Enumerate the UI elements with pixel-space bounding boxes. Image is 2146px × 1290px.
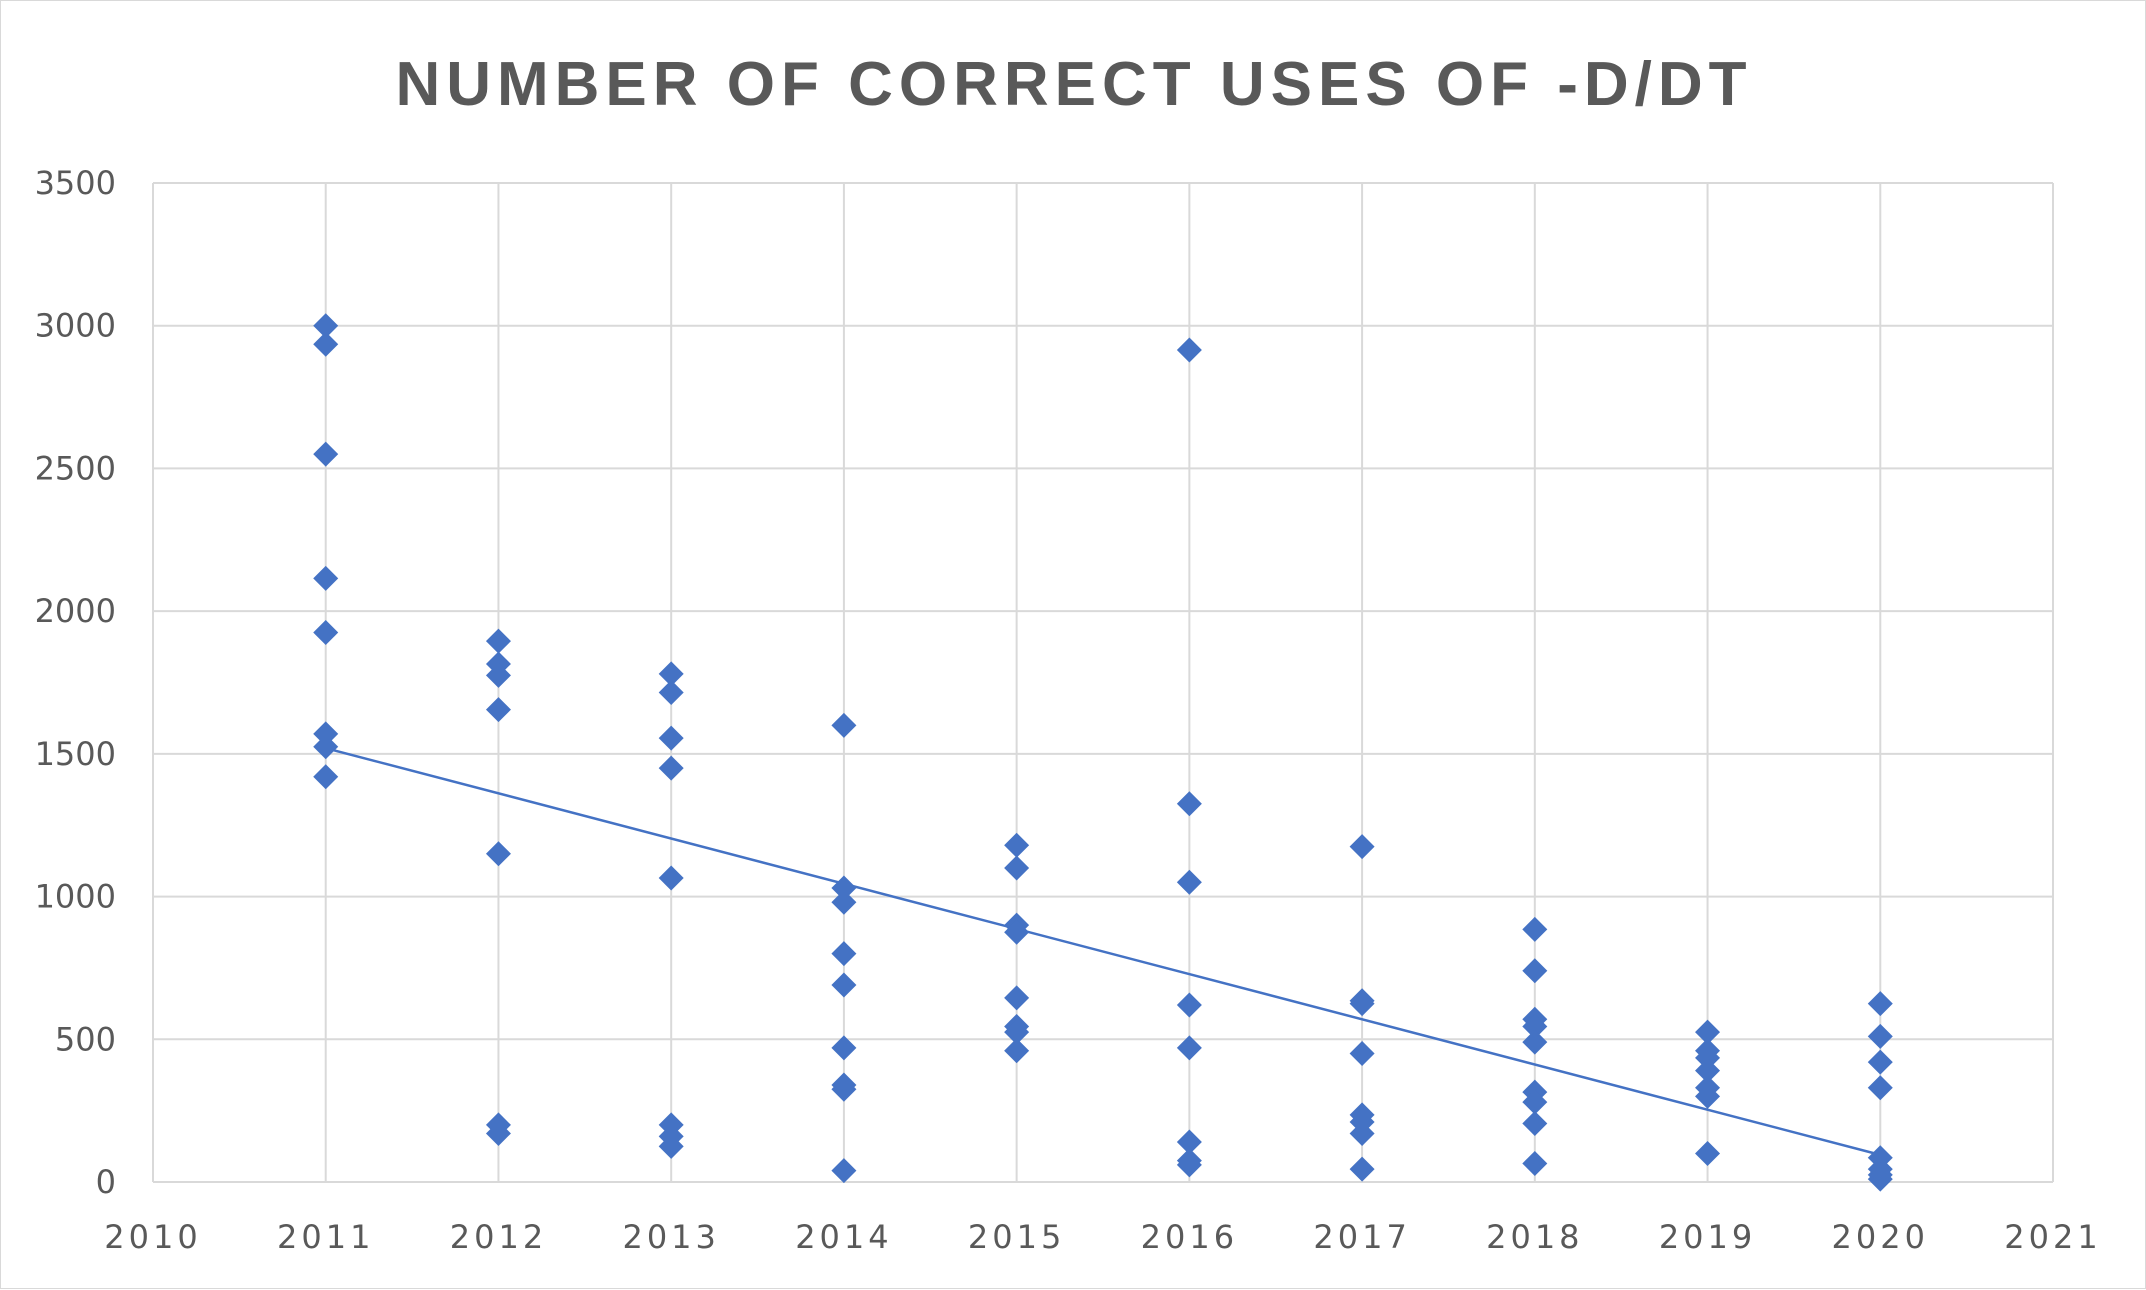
- data-point: [313, 620, 339, 646]
- data-point: [1695, 1019, 1721, 1045]
- data-point: [831, 1158, 857, 1184]
- data-point: [658, 679, 684, 705]
- data-point: [1176, 992, 1202, 1018]
- data-point: [1176, 791, 1202, 817]
- x-tick-label: 2012: [450, 1218, 547, 1256]
- y-tick-label: 2500: [35, 449, 116, 487]
- data-point: [1004, 1038, 1030, 1064]
- data-point: [1867, 1166, 1893, 1192]
- data-point: [1695, 1045, 1721, 1071]
- y-tick-label: 3000: [35, 307, 116, 345]
- data-point: [1522, 1013, 1548, 1039]
- data-point: [485, 1120, 511, 1146]
- data-point: [1176, 1152, 1202, 1178]
- y-tick-label: 1000: [35, 878, 116, 916]
- x-tick-label: 2015: [968, 1218, 1065, 1256]
- data-point: [313, 441, 339, 467]
- y-tick-label: 1500: [35, 735, 116, 773]
- data-point: [658, 865, 684, 891]
- y-tick-label: 3500: [35, 164, 116, 202]
- data-point: [1695, 1140, 1721, 1166]
- data-point: [1522, 1110, 1548, 1136]
- data-point: [313, 331, 339, 357]
- data-point: [1867, 1075, 1893, 1101]
- data-point: [1176, 1035, 1202, 1061]
- data-point: [1867, 991, 1893, 1017]
- data-point: [831, 1035, 857, 1061]
- data-point: [831, 941, 857, 967]
- data-point: [1695, 1083, 1721, 1109]
- data-point: [1176, 869, 1202, 895]
- data-point: [1349, 991, 1375, 1017]
- data-point: [485, 628, 511, 654]
- data-point: [1004, 919, 1030, 945]
- data-point: [1522, 1089, 1548, 1115]
- gridlines: [152, 182, 2054, 1183]
- x-axis-ticks: 2010 2011 2012 2013 2014 2015 2016 2017 2018 2019…: [104, 1218, 2101, 1256]
- data-point: [313, 313, 339, 339]
- data-point: [1522, 1150, 1548, 1176]
- data-point: [1004, 832, 1030, 858]
- data-point: [831, 712, 857, 738]
- x-tick-label: 2017: [1313, 1218, 1410, 1256]
- x-tick-label: 2019: [1659, 1218, 1756, 1256]
- data-point: [831, 1076, 857, 1102]
- data-point: [313, 721, 339, 747]
- data-point: [658, 661, 684, 687]
- data-points: [313, 313, 1893, 1192]
- data-point: [831, 972, 857, 998]
- data-point: [1695, 1058, 1721, 1084]
- linear-trendline: [325, 746, 1881, 1157]
- x-tick-label: 2011: [277, 1218, 374, 1256]
- data-point: [485, 662, 511, 688]
- data-point: [1176, 1129, 1202, 1155]
- data-point: [1522, 916, 1548, 942]
- data-point: [485, 697, 511, 723]
- x-tick-label: 2010: [104, 1218, 201, 1256]
- x-tick-label: 2013: [622, 1218, 719, 1256]
- data-point: [1522, 958, 1548, 984]
- x-tick-label: 2018: [1486, 1218, 1583, 1256]
- data-point: [1004, 985, 1030, 1011]
- data-point: [485, 841, 511, 867]
- data-point: [1349, 1156, 1375, 1182]
- data-point: [1349, 1041, 1375, 1067]
- x-tick-label: 2016: [1141, 1218, 1238, 1256]
- data-point: [831, 889, 857, 915]
- trendline-group: [325, 746, 1881, 1157]
- data-point: [658, 755, 684, 781]
- data-point: [313, 764, 339, 790]
- data-point: [831, 875, 857, 901]
- data-point: [1522, 1029, 1548, 1055]
- chart-title: NUMBER OF CORRECT USES OF -D/DT: [395, 50, 1752, 119]
- data-point: [1176, 337, 1202, 363]
- data-point: [1349, 834, 1375, 860]
- data-point: [1004, 855, 1030, 881]
- y-axis-ticks: 0 500 1000 1500 2000 2500 3000 3500: [35, 164, 116, 1201]
- y-tick-label: 2000: [35, 592, 116, 630]
- y-tick-label: 500: [55, 1020, 116, 1058]
- x-tick-label: 2021: [2004, 1218, 2101, 1256]
- data-point: [313, 734, 339, 760]
- data-point: [1867, 1049, 1893, 1075]
- data-point: [658, 1133, 684, 1159]
- data-point: [658, 725, 684, 751]
- y-tick-label: 0: [96, 1163, 116, 1201]
- x-tick-label: 2014: [795, 1218, 892, 1256]
- data-point: [1349, 1120, 1375, 1146]
- data-point: [313, 565, 339, 591]
- x-tick-label: 2020: [1832, 1218, 1929, 1256]
- data-point: [1004, 1019, 1030, 1045]
- data-point: [1867, 1023, 1893, 1049]
